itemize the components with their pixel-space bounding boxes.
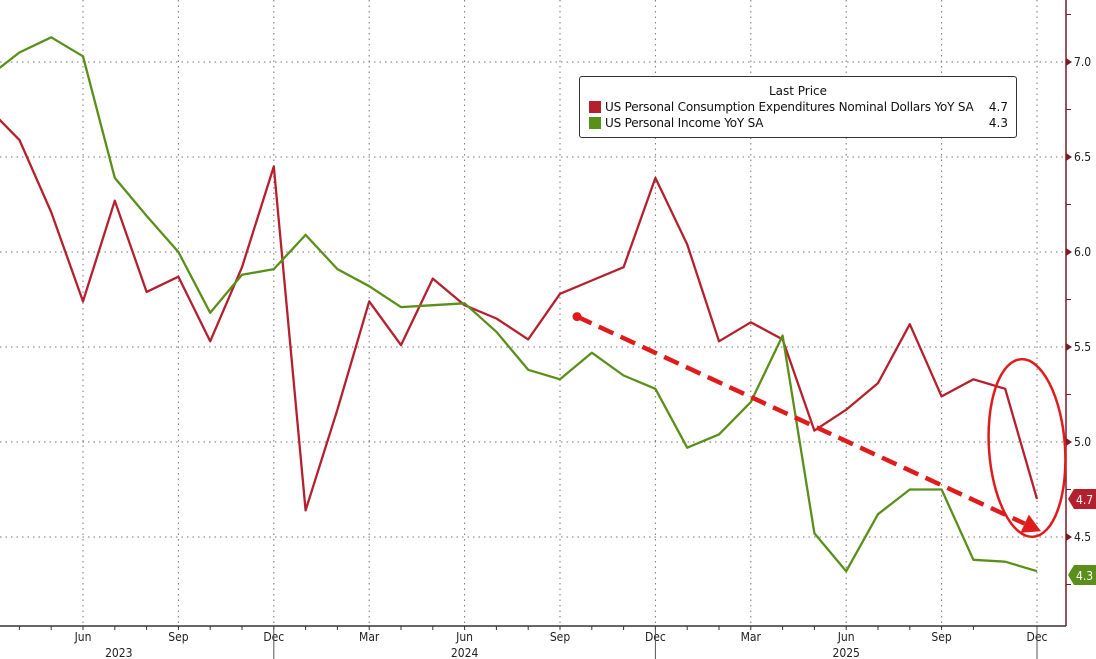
y-tick-label: 7.0 bbox=[1074, 55, 1091, 69]
y-tick-mark bbox=[1066, 438, 1072, 446]
x-tick-label: Sep bbox=[931, 630, 952, 644]
trend-arrow-head bbox=[1020, 514, 1041, 533]
y-tick-mark bbox=[1066, 248, 1072, 256]
highlight-ellipse bbox=[987, 357, 1067, 539]
x-tick-label: Mar bbox=[741, 630, 762, 644]
x-tick-label: Sep bbox=[168, 630, 189, 644]
x-tick-label: Sep bbox=[550, 630, 571, 644]
y-tick-label: 5.5 bbox=[1074, 340, 1091, 354]
trend-arrow-shaft bbox=[576, 314, 1026, 526]
x-year-label: 2024 bbox=[451, 646, 479, 659]
y-tick-label: 4.5 bbox=[1074, 530, 1091, 544]
series-line-0 bbox=[0, 118, 1039, 512]
y-tick-mark bbox=[1066, 533, 1072, 541]
last-value-tag-0 bbox=[1068, 489, 1096, 509]
last-value-label-1: 4.3 bbox=[1076, 569, 1093, 583]
x-year-label: 2025 bbox=[832, 646, 859, 659]
y-tick-label: 6.5 bbox=[1074, 150, 1091, 164]
legend-label-income: US Personal Income YoY SA bbox=[605, 116, 764, 130]
x-tick-label: Jun bbox=[837, 630, 855, 644]
y-tick-label: 5.0 bbox=[1074, 435, 1091, 449]
legend-item-income: US Personal Income YoY SA 4.3 bbox=[580, 115, 1016, 131]
y-tick-mark bbox=[1066, 343, 1072, 351]
legend-swatch-income bbox=[589, 117, 601, 129]
y-tick-label: 6.0 bbox=[1074, 245, 1091, 259]
series-line-1 bbox=[0, 36, 1038, 573]
legend-last-income: 4.3 bbox=[988, 116, 1008, 130]
legend-label-pce: US Personal Consumption Expenditures Nom… bbox=[605, 100, 974, 114]
legend: Last Price US Personal Consumption Expen… bbox=[579, 76, 1017, 138]
x-tick-label: Mar bbox=[359, 630, 380, 644]
legend-title: Last Price bbox=[768, 84, 828, 98]
x-tick-label: Jun bbox=[455, 630, 473, 644]
x-tick-label: Jun bbox=[74, 630, 92, 644]
legend-swatch-pce bbox=[589, 101, 601, 113]
x-year-label: 2023 bbox=[105, 646, 132, 659]
last-value-label-0: 4.7 bbox=[1076, 493, 1093, 507]
y-tick-mark bbox=[1066, 153, 1072, 161]
legend-item-pce: US Personal Consumption Expenditures Nom… bbox=[580, 99, 1016, 115]
legend-last-pce: 4.7 bbox=[988, 100, 1008, 114]
y-tick-mark bbox=[1066, 58, 1072, 66]
last-value-tag-1 bbox=[1068, 565, 1096, 585]
